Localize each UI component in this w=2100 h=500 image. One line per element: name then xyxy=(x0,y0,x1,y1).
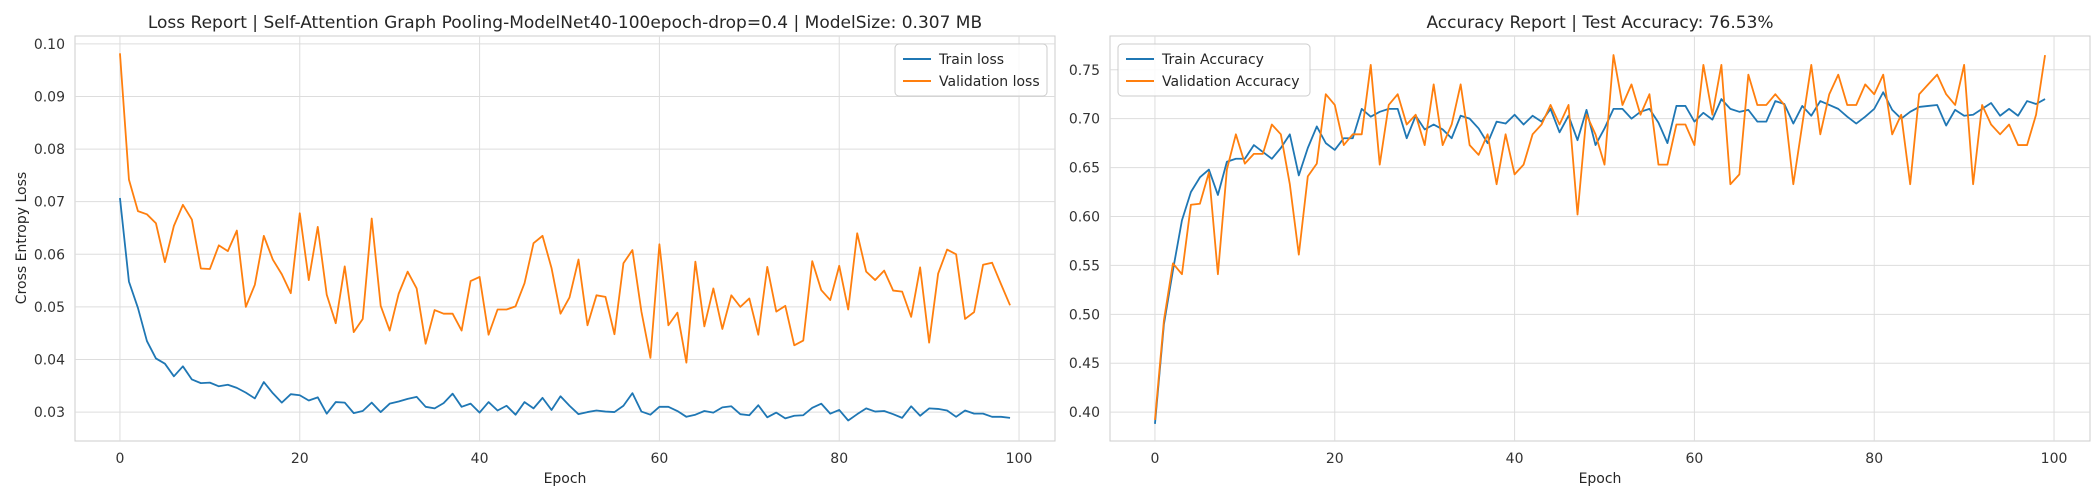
loss-y-tick-label: 0.10 xyxy=(34,37,65,53)
accuracy-train-accuracy-line xyxy=(1154,91,2046,424)
loss-chart: 0 20 40 60 80 100 0.03 0.04 0.05 0.06 0.07 0.08 0.09… xyxy=(14,13,1056,487)
accuracy-y-tick-label: 0.50 xyxy=(1069,307,1100,323)
accuracy-series xyxy=(1154,54,2046,424)
accuracy-y-tick-label: 0.40 xyxy=(1069,405,1100,421)
loss-legend-label: Validation loss xyxy=(939,74,1040,90)
loss-x-tick-label: 0 xyxy=(115,451,124,467)
accuracy-y-tick-label: 0.55 xyxy=(1069,258,1100,274)
accuracy-plot-area xyxy=(1109,35,2091,442)
loss-y-axis-label: Cross Entropy Loss xyxy=(14,172,30,304)
accuracy-legend: Train Accuracy Validation Accuracy xyxy=(1117,43,1311,97)
loss-validation-loss-line xyxy=(119,53,1011,364)
loss-x-tick-label: 60 xyxy=(650,451,668,467)
loss-y-tick-label: 0.06 xyxy=(34,247,65,263)
loss-legend: Train loss Validation loss xyxy=(894,43,1048,97)
loss-y-tick-label: 0.07 xyxy=(34,195,65,211)
accuracy-validation-accuracy-line xyxy=(1154,54,2046,421)
accuracy-legend-box xyxy=(1117,43,1311,97)
accuracy-x-tick-label: 80 xyxy=(1865,451,1883,467)
loss-legend-box xyxy=(894,43,1048,97)
accuracy-chart-title: Accuracy Report | Test Accuracy: 76.53% xyxy=(1426,13,1773,33)
accuracy-chart: 0 20 40 60 80 100 0.40 0.45 0.50 0.55 0.60 0.65 0.70… xyxy=(1069,13,2091,487)
accuracy-ticks: 0 20 40 60 80 100 0.40 0.45 0.50 0.55 0.60 0.65 0.70… xyxy=(1069,63,2068,467)
loss-chart-title: Loss Report | Self-Attention Graph Pooli… xyxy=(148,13,982,33)
loss-y-tick-label: 0.09 xyxy=(34,89,65,105)
loss-x-tick-label: 40 xyxy=(471,451,489,467)
loss-x-tick-label: 20 xyxy=(291,451,309,467)
loss-series xyxy=(119,53,1011,422)
loss-x-tick-label: 80 xyxy=(830,451,848,467)
accuracy-x-tick-label: 0 xyxy=(1150,451,1159,467)
accuracy-y-tick-label: 0.75 xyxy=(1069,63,1100,79)
loss-ticks: 0 20 40 60 80 100 0.03 0.04 0.05 0.06 0.07 0.08 0.09… xyxy=(34,37,1033,467)
loss-y-tick-label: 0.05 xyxy=(34,300,65,316)
loss-x-axis-label: Epoch xyxy=(544,471,587,487)
accuracy-x-tick-label: 40 xyxy=(1506,451,1524,467)
accuracy-y-tick-label: 0.45 xyxy=(1069,356,1100,372)
accuracy-x-tick-label: 60 xyxy=(1685,451,1703,467)
loss-y-tick-label: 0.08 xyxy=(34,142,65,158)
loss-y-tick-label: 0.03 xyxy=(34,405,65,421)
accuracy-y-tick-label: 0.65 xyxy=(1069,161,1100,177)
loss-legend-label: Train loss xyxy=(938,52,1004,68)
accuracy-legend-label: Validation Accuracy xyxy=(1162,74,1300,90)
accuracy-y-tick-label: 0.60 xyxy=(1069,209,1100,225)
loss-train-loss-line xyxy=(119,197,1011,422)
loss-x-tick-label: 100 xyxy=(1006,451,1033,467)
accuracy-y-tick-label: 0.70 xyxy=(1069,112,1100,128)
accuracy-x-tick-label: 20 xyxy=(1326,451,1344,467)
accuracy-x-tick-label: 100 xyxy=(2041,451,2068,467)
loss-y-tick-label: 0.04 xyxy=(34,352,65,368)
accuracy-legend-label: Train Accuracy xyxy=(1161,52,1264,68)
accuracy-x-axis-label: Epoch xyxy=(1579,471,1622,487)
